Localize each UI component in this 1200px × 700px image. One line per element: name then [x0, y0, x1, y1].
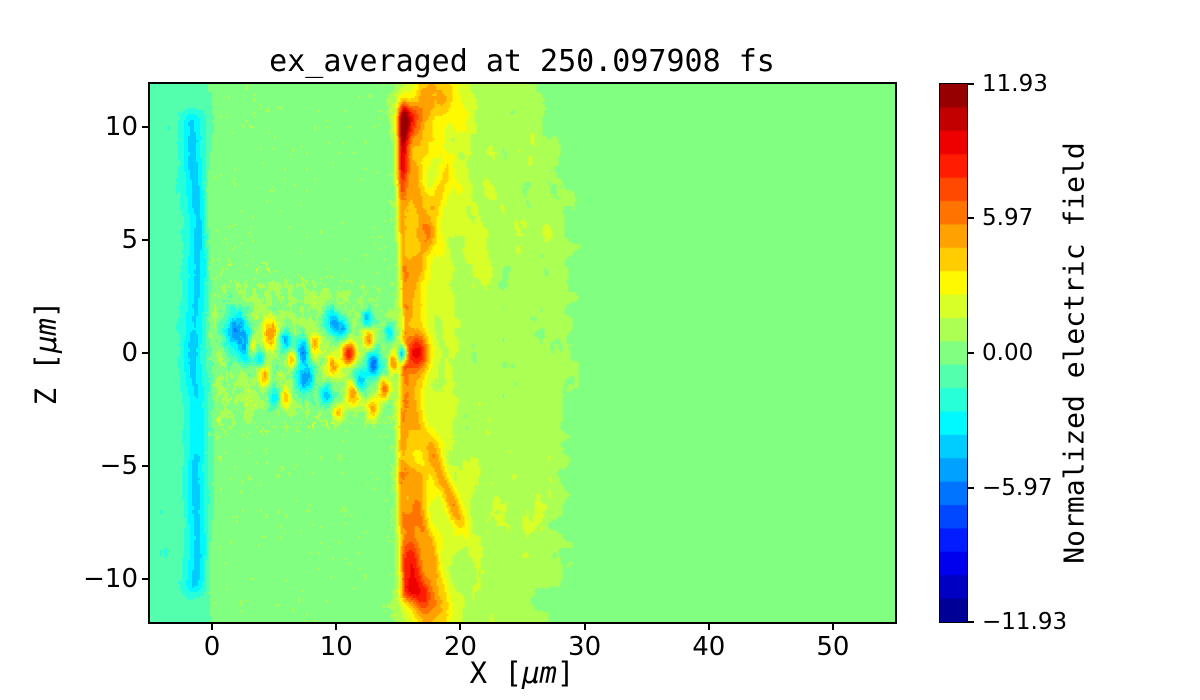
x-axis-label-suffix: ]: [556, 656, 575, 690]
x-tick-label: 50: [816, 632, 850, 662]
x-tick: [707, 622, 710, 630]
colorbar-tick-label: 5.97: [982, 205, 1034, 232]
y-tick-label: 5: [121, 224, 138, 255]
x-tick-label: 0: [203, 632, 221, 662]
colorbar-tick-label: 0.00: [982, 340, 1034, 366]
y-axis-label-unit: μm: [29, 318, 63, 353]
y-tick-label: −5: [99, 451, 138, 482]
y-tick-label: −10: [83, 564, 138, 595]
y-tick-label: 10: [104, 111, 138, 142]
y-tick: [142, 352, 150, 354]
x-tick: [459, 622, 462, 630]
colorbar-tick-label: 11.93: [982, 71, 1048, 97]
x-axis-label: X [μm]: [470, 656, 575, 690]
x-tick-label: 10: [319, 632, 353, 662]
plot-title: ex_averaged at 250.097908 fs: [269, 44, 775, 79]
colorbar-tick: [967, 83, 974, 85]
x-tick-label: 20: [443, 632, 477, 662]
y-tick: [142, 238, 150, 241]
colorbar-tick-label: −11.93: [982, 609, 1068, 635]
x-tick: [211, 622, 214, 630]
colorbar-tick: [967, 621, 974, 623]
x-tick-label: 30: [568, 632, 602, 662]
colorbar-tick-label: −5.97: [982, 474, 1053, 501]
x-tick: [335, 622, 338, 630]
y-axis-label-suffix: ]: [29, 300, 63, 319]
colorbar-tick: [967, 217, 974, 220]
colorbar-tick: [967, 486, 974, 489]
x-tick: [583, 622, 586, 630]
y-axis-label-prefix: Z [: [29, 353, 63, 406]
heatmap-canvas: [150, 84, 895, 622]
y-tick: [142, 125, 150, 128]
x-axis-label-prefix: X [: [469, 656, 522, 690]
x-tick: [831, 622, 834, 630]
colorbar-canvas: [940, 84, 967, 622]
x-axis-label-unit: μm: [522, 656, 557, 690]
y-tick-label: 0: [121, 338, 138, 368]
colorbar-tick: [967, 352, 974, 354]
y-tick: [142, 578, 150, 581]
y-tick: [142, 465, 150, 468]
x-tick-label: 40: [692, 632, 726, 662]
